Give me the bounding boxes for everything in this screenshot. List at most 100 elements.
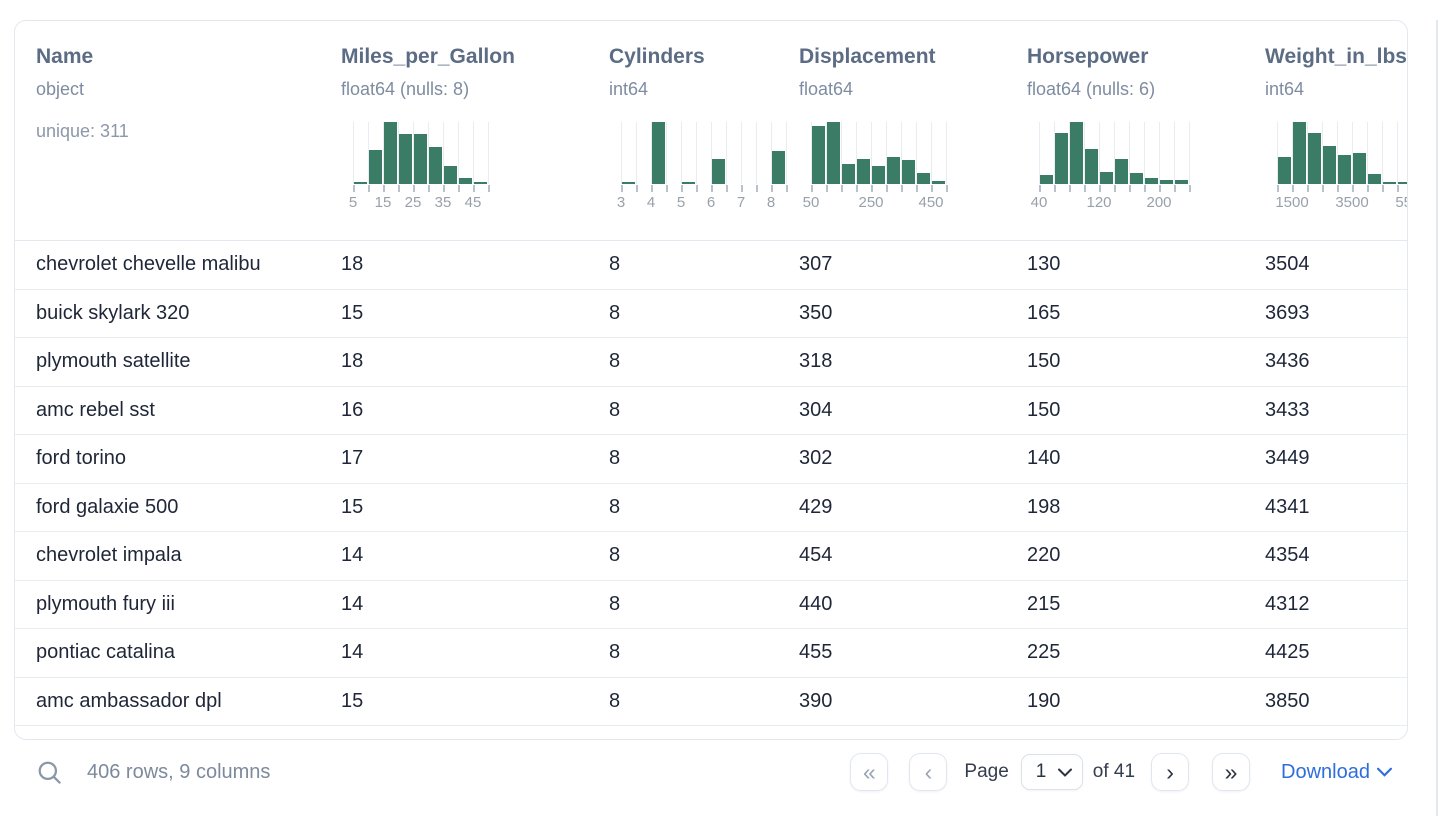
axis-tick (1129, 185, 1131, 192)
column-header-horsepower[interactable]: Horsepower float64 (nulls: 6) 40 120 200 (1027, 21, 1265, 240)
histogram-bar[interactable] (399, 134, 412, 184)
table-cell: 302 (799, 447, 833, 470)
histogram-bar[interactable] (842, 163, 855, 184)
histogram-bar[interactable] (887, 156, 900, 184)
histogram-bar[interactable] (1115, 158, 1128, 184)
table-cell: plymouth fury iii (36, 592, 175, 615)
histogram-bar[interactable] (1368, 174, 1381, 184)
table-row: ford galaxie 500 15 8 429 198 4341 (15, 484, 1407, 532)
histogram-gridline (1397, 122, 1398, 184)
axis-tick (1397, 185, 1399, 192)
histogram-tick-labels: 40 120 200 (1031, 194, 1189, 214)
page-label: Page (964, 761, 1009, 782)
histogram-bar[interactable] (772, 151, 785, 184)
page-select[interactable]: 1 (1020, 754, 1083, 790)
table-cell: 130 (1027, 253, 1061, 276)
column-unique-count: unique: 311 (36, 121, 129, 141)
histogram-bar[interactable] (857, 158, 870, 184)
histogram-bar[interactable] (1278, 156, 1291, 184)
histogram-bar[interactable] (1398, 182, 1407, 184)
histogram-tick-labels: 3 4 5 6 7 8 (617, 194, 786, 214)
search-icon[interactable] (36, 759, 63, 786)
prev-page-button[interactable]: ‹ (909, 753, 948, 791)
histogram-bar[interactable] (1100, 172, 1113, 184)
column-header-miles-per-gallon[interactable]: Miles_per_Gallon float64 (nulls: 8) 5 15 25 3… (341, 21, 609, 240)
next-page-button[interactable]: › (1151, 753, 1190, 791)
column-name: Miles_per_Gallon (341, 45, 515, 68)
table-header: Name object unique: 311 Miles_per_Gallon flo… (15, 21, 1407, 241)
axis-tick-label: 450 (918, 194, 944, 211)
histogram-bar[interactable] (712, 158, 725, 184)
histogram-bar[interactable] (1160, 180, 1173, 184)
column-header-displacement[interactable]: Displacement float64 50 250 450 (799, 21, 1027, 240)
histogram-gridline (931, 122, 932, 184)
histogram-bar[interactable] (1130, 172, 1143, 184)
histogram-bar[interactable] (917, 172, 930, 184)
histogram-bar[interactable] (622, 181, 635, 184)
table-body: chevrolet chevelle malibu 18 8 307 130 3504 bu… (15, 241, 1407, 726)
histogram-bar[interactable] (827, 122, 840, 184)
last-page-button[interactable]: » (1212, 753, 1251, 791)
histogram-bar[interactable] (872, 166, 885, 184)
histogram-axis (811, 184, 948, 192)
histogram-bar[interactable] (1145, 177, 1158, 184)
histogram-bar[interactable] (1293, 122, 1306, 184)
axis-tick (916, 185, 918, 192)
histogram-bar[interactable] (459, 177, 472, 184)
histogram-bar[interactable] (429, 146, 442, 184)
axis-tick (711, 185, 713, 192)
histogram-bar[interactable] (1323, 145, 1336, 184)
download-button[interactable]: Download (1281, 761, 1392, 784)
histogram-bar[interactable] (1175, 179, 1188, 184)
column-header-weight-in-lbs[interactable]: Weight_in_lbs int64 1500 3500 5500 (1265, 21, 1407, 240)
histogram-bar[interactable] (444, 166, 457, 184)
histogram-bar[interactable] (932, 180, 945, 184)
histogram-bar[interactable] (384, 122, 397, 184)
axis-tick (458, 185, 460, 192)
histogram-bar[interactable] (474, 182, 487, 184)
histogram-bar[interactable] (1383, 182, 1396, 184)
histogram-gridline (1099, 122, 1100, 184)
axis-tick-label: 4 (646, 194, 656, 211)
axis-tick (488, 185, 490, 192)
histogram-bar[interactable] (1055, 132, 1068, 184)
axis-tick (681, 185, 683, 192)
histogram-bar[interactable] (414, 134, 427, 184)
table-row: chevrolet impala 14 8 454 220 4354 (15, 532, 1407, 581)
table-cell: 8 (609, 592, 621, 615)
axis-tick (1292, 185, 1294, 192)
histogram-bar[interactable] (652, 122, 665, 184)
table-cell: 4354 (1265, 544, 1310, 567)
axis-tick (666, 185, 668, 192)
axis-tick (398, 185, 400, 192)
axis-tick (826, 185, 828, 192)
histogram-bars (353, 122, 489, 184)
histogram-bar[interactable] (1070, 122, 1083, 184)
histogram-axis (1277, 184, 1407, 192)
histogram-bar[interactable] (682, 182, 695, 184)
histogram-bar[interactable] (812, 126, 825, 184)
histogram-bar[interactable] (902, 160, 915, 184)
histogram-bar[interactable] (354, 182, 367, 184)
column-header-name[interactable]: Name object unique: 311 (36, 21, 341, 240)
histogram-bar[interactable] (1308, 132, 1321, 184)
table-footer: 406 rows, 9 columns « ‹ Page 1 of 41 › »… (14, 744, 1410, 800)
chevron-down-icon (1377, 767, 1392, 777)
histogram-bar[interactable] (1353, 153, 1366, 184)
table-cell: 4312 (1265, 592, 1310, 615)
data-table-widget: Name object unique: 311 Miles_per_Gallon flo… (14, 20, 1408, 740)
axis-tick (368, 185, 370, 192)
histogram-gridline (916, 122, 917, 184)
first-page-button[interactable]: « (850, 753, 889, 791)
histogram-gridline (383, 122, 384, 184)
histogram-bar[interactable] (1040, 174, 1053, 184)
histogram-gridline (786, 122, 787, 184)
histogram-bar[interactable] (1085, 149, 1098, 184)
table-cell: plymouth satellite (36, 350, 191, 373)
histogram-gridline (1039, 122, 1040, 184)
column-name: Weight_in_lbs (1265, 45, 1407, 68)
histogram-bar[interactable] (369, 149, 382, 184)
histogram-bar[interactable] (1338, 155, 1351, 184)
histogram-gridline (901, 122, 902, 184)
column-header-cylinders[interactable]: Cylinders int64 3 4 5 6 7 8 (609, 21, 799, 240)
